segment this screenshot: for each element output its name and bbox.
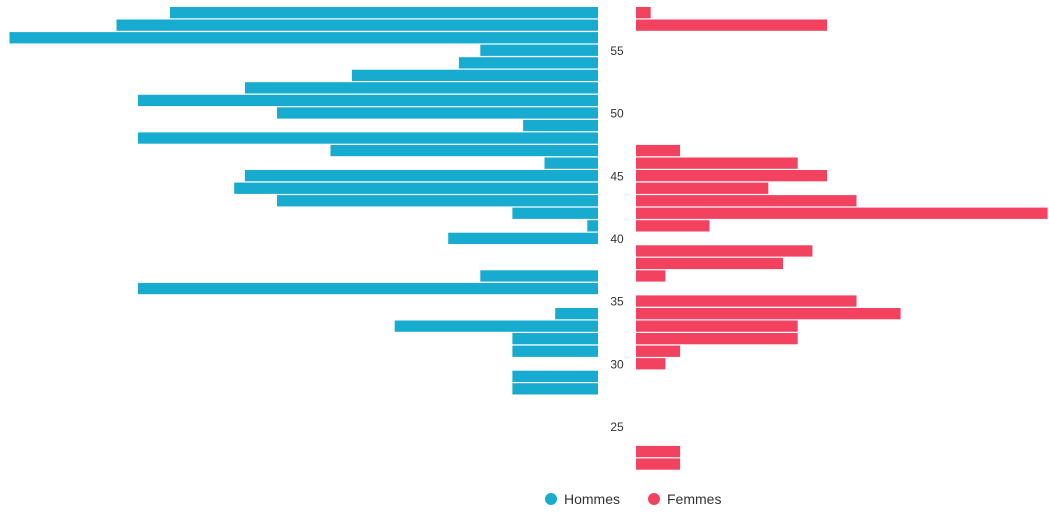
femmes-bar-age-42[interactable] <box>636 207 1048 219</box>
hommes-bar-age-32[interactable] <box>512 333 598 345</box>
hommes-bar-age-52[interactable] <box>244 82 598 94</box>
hommes-bar-age-50[interactable] <box>277 107 598 119</box>
hommes-bar-age-48[interactable] <box>137 132 598 144</box>
hommes-bar-age-31[interactable] <box>512 345 598 357</box>
femmes-bar-age-39[interactable] <box>636 245 813 257</box>
hommes-bar-age-58[interactable] <box>170 7 598 19</box>
femmes-bar-age-35[interactable] <box>636 295 857 307</box>
femmes-bar-age-22[interactable] <box>636 458 681 470</box>
femmes-bar-age-30[interactable] <box>636 358 666 370</box>
hommes-bar-age-47[interactable] <box>330 144 599 157</box>
femmes-bar-age-47[interactable] <box>636 144 681 157</box>
femmes-bar-age-57[interactable] <box>636 19 828 31</box>
age-tick-30: 30 <box>610 357 624 371</box>
hommes-bars <box>9 7 599 395</box>
hommes-bar-age-45[interactable] <box>244 170 598 182</box>
hommes-bar-age-46[interactable] <box>544 157 599 169</box>
femmes-bar-age-43[interactable] <box>636 195 857 207</box>
hommes-bar-age-34[interactable] <box>555 308 598 320</box>
femmes-bar-age-32[interactable] <box>636 333 798 345</box>
hommes-bar-age-57[interactable] <box>116 19 599 31</box>
hommes-bar-age-37[interactable] <box>480 270 598 282</box>
femmes-bar-age-45[interactable] <box>636 170 828 182</box>
femmes-bar-age-33[interactable] <box>636 320 798 332</box>
age-tick-35: 35 <box>610 295 624 309</box>
legend-item-femmes[interactable]: Femmes <box>648 491 721 507</box>
hommes-bar-age-44[interactable] <box>234 182 598 194</box>
femmes-bars <box>636 7 1048 470</box>
femmes-bar-age-58[interactable] <box>636 7 651 19</box>
femmes-bar-age-23[interactable] <box>636 445 681 458</box>
age-tick-25: 25 <box>610 420 624 434</box>
hommes-bar-age-55[interactable] <box>480 44 598 56</box>
age-axis-ticks: 25 30 35 40 45 50 55 <box>610 44 624 434</box>
femmes-bar-age-38[interactable] <box>636 257 783 270</box>
legend-item-hommes[interactable]: Hommes <box>545 491 620 507</box>
chart-legend: Hommes Femmes <box>545 491 721 507</box>
legend-marker-hommes <box>545 493 557 505</box>
femmes-bar-age-37[interactable] <box>636 270 666 282</box>
hommes-bar-age-49[interactable] <box>523 119 598 132</box>
femmes-bar-age-31[interactable] <box>636 345 681 357</box>
hommes-bar-age-28[interactable] <box>512 383 598 395</box>
hommes-bar-age-51[interactable] <box>137 94 598 107</box>
legend-label-femmes: Femmes <box>667 491 721 507</box>
femmes-bar-age-46[interactable] <box>636 157 798 169</box>
hommes-bar-age-42[interactable] <box>512 207 598 219</box>
hommes-bar-age-54[interactable] <box>458 57 598 69</box>
age-tick-55: 55 <box>610 44 624 58</box>
hommes-bar-age-56[interactable] <box>9 32 599 44</box>
hommes-bar-age-43[interactable] <box>277 195 598 207</box>
age-tick-40: 40 <box>610 232 624 246</box>
hommes-bar-age-41[interactable] <box>587 220 598 232</box>
femmes-bar-age-41[interactable] <box>636 220 710 232</box>
femmes-bar-age-44[interactable] <box>636 182 769 194</box>
legend-label-hommes: Hommes <box>564 491 620 507</box>
hommes-bar-age-29[interactable] <box>512 370 598 382</box>
age-tick-45: 45 <box>610 169 624 183</box>
hommes-bar-age-53[interactable] <box>351 69 598 81</box>
hommes-bar-age-36[interactable] <box>137 282 598 295</box>
hommes-bar-age-33[interactable] <box>394 320 598 332</box>
hommes-bar-age-40[interactable] <box>448 232 598 244</box>
femmes-bar-age-34[interactable] <box>636 308 901 320</box>
age-tick-50: 50 <box>610 107 624 121</box>
legend-marker-femmes <box>648 493 660 505</box>
